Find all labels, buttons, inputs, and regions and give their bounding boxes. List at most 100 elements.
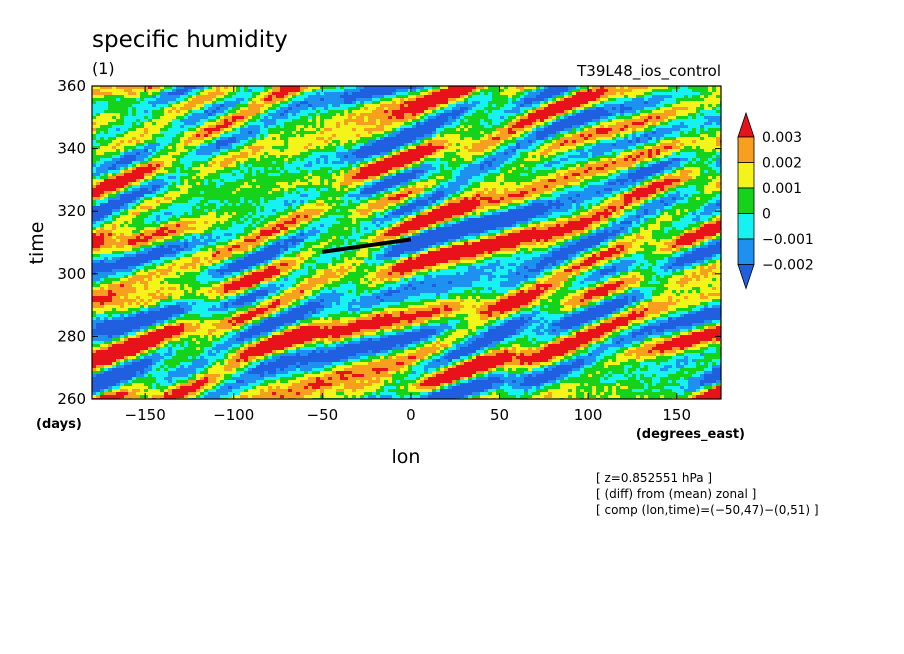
heatmap-cell bbox=[600, 152, 605, 156]
heatmap-cell bbox=[464, 92, 469, 96]
heatmap-cell bbox=[484, 173, 489, 177]
heatmap-cell bbox=[216, 113, 221, 117]
heatmap-cell bbox=[416, 137, 421, 141]
heatmap-cell bbox=[700, 134, 705, 138]
heatmap-cell bbox=[108, 119, 113, 123]
heatmap-cell bbox=[312, 176, 317, 180]
heatmap-cell bbox=[456, 149, 461, 153]
heatmap-cell bbox=[680, 137, 685, 141]
heatmap-cell bbox=[684, 149, 689, 153]
heatmap-cell bbox=[608, 134, 613, 138]
heatmap-cell bbox=[668, 101, 673, 105]
heatmap-cell bbox=[604, 131, 609, 135]
heatmap-cell bbox=[392, 113, 397, 117]
heatmap-cell bbox=[192, 152, 197, 156]
heatmap-cell bbox=[484, 92, 489, 96]
heatmap-cell bbox=[276, 152, 281, 156]
heatmap-cell bbox=[144, 134, 149, 138]
heatmap-cell bbox=[360, 110, 365, 114]
heatmap-cell bbox=[404, 143, 409, 147]
heatmap-cell bbox=[280, 95, 285, 99]
heatmap-cell bbox=[336, 95, 341, 99]
heatmap-cell bbox=[612, 161, 617, 165]
heatmap-cell bbox=[416, 161, 421, 165]
heatmap-cell bbox=[180, 152, 185, 156]
heatmap-cell bbox=[604, 152, 609, 156]
heatmap-cell bbox=[652, 104, 657, 108]
heatmap-cell bbox=[264, 179, 269, 183]
heatmap-cell bbox=[400, 101, 405, 105]
heatmap-cell bbox=[96, 101, 101, 105]
heatmap-cell bbox=[220, 155, 225, 159]
heatmap-cell bbox=[268, 113, 273, 117]
heatmap-cell bbox=[152, 137, 157, 141]
heatmap-cell bbox=[108, 89, 113, 93]
heatmap-cell bbox=[268, 134, 273, 138]
heatmap-cell bbox=[164, 161, 169, 165]
heatmap-cell bbox=[684, 98, 689, 102]
heatmap-cell bbox=[216, 98, 221, 102]
heatmap-cell bbox=[576, 128, 581, 132]
heatmap-cell bbox=[152, 134, 157, 138]
heatmap-cell bbox=[252, 110, 257, 114]
heatmap-cell bbox=[492, 134, 497, 138]
heatmap-cell bbox=[716, 146, 721, 150]
heatmap-cell bbox=[524, 155, 529, 159]
heatmap-cell bbox=[516, 104, 521, 108]
heatmap-cell bbox=[660, 146, 665, 150]
heatmap-cell bbox=[444, 101, 449, 105]
heatmap-cell bbox=[504, 92, 509, 96]
heatmap-cell bbox=[544, 89, 549, 93]
heatmap-cell bbox=[392, 140, 397, 144]
heatmap-cell bbox=[308, 122, 313, 126]
heatmap-cell bbox=[136, 155, 141, 159]
heatmap-cell bbox=[348, 146, 353, 150]
heatmap-cell bbox=[588, 113, 593, 117]
heatmap-cell bbox=[144, 137, 149, 141]
heatmap-cell bbox=[192, 122, 197, 126]
heatmap-cell bbox=[440, 89, 445, 93]
heatmap-cell bbox=[512, 98, 517, 102]
heatmap-cell bbox=[636, 176, 641, 180]
heatmap-cell bbox=[264, 137, 269, 141]
heatmap-cell bbox=[332, 140, 337, 144]
heatmap-cell bbox=[320, 107, 325, 111]
heatmap-cell bbox=[684, 143, 689, 147]
heatmap-cell bbox=[208, 137, 213, 141]
heatmap-cell bbox=[588, 110, 593, 114]
heatmap-cell bbox=[356, 161, 361, 165]
heatmap-cell bbox=[204, 164, 209, 168]
heatmap-cell bbox=[372, 161, 377, 165]
heatmap-cell bbox=[376, 101, 381, 105]
heatmap-cell bbox=[276, 173, 281, 177]
heatmap-cell bbox=[192, 149, 197, 153]
heatmap-cell bbox=[276, 98, 281, 102]
heatmap-cell bbox=[556, 149, 561, 153]
heatmap-cell bbox=[324, 125, 329, 129]
heatmap-cell bbox=[264, 164, 269, 168]
heatmap-cell bbox=[604, 137, 609, 141]
heatmap-cell bbox=[484, 137, 489, 141]
heatmap-cell bbox=[688, 101, 693, 105]
heatmap-cell bbox=[112, 149, 117, 153]
heatmap-cell bbox=[392, 161, 397, 165]
heatmap-cell bbox=[340, 95, 345, 99]
heatmap-cell bbox=[360, 179, 365, 183]
heatmap-cell bbox=[608, 170, 613, 174]
heatmap-cell bbox=[288, 104, 293, 108]
heatmap-cell bbox=[164, 95, 169, 99]
heatmap-cell bbox=[696, 146, 701, 150]
heatmap-cell bbox=[528, 155, 533, 159]
heatmap-cell bbox=[172, 173, 177, 177]
heatmap-cell bbox=[584, 161, 589, 165]
heatmap-cell bbox=[696, 167, 701, 171]
heatmap-cell bbox=[568, 113, 573, 117]
heatmap-cell bbox=[384, 92, 389, 96]
heatmap-cell bbox=[436, 146, 441, 150]
heatmap-cell bbox=[628, 155, 633, 159]
heatmap-cell bbox=[400, 113, 405, 117]
heatmap-cell bbox=[476, 122, 481, 126]
heatmap-cell bbox=[324, 179, 329, 183]
heatmap-cell bbox=[316, 158, 321, 162]
heatmap-cell bbox=[244, 152, 249, 156]
